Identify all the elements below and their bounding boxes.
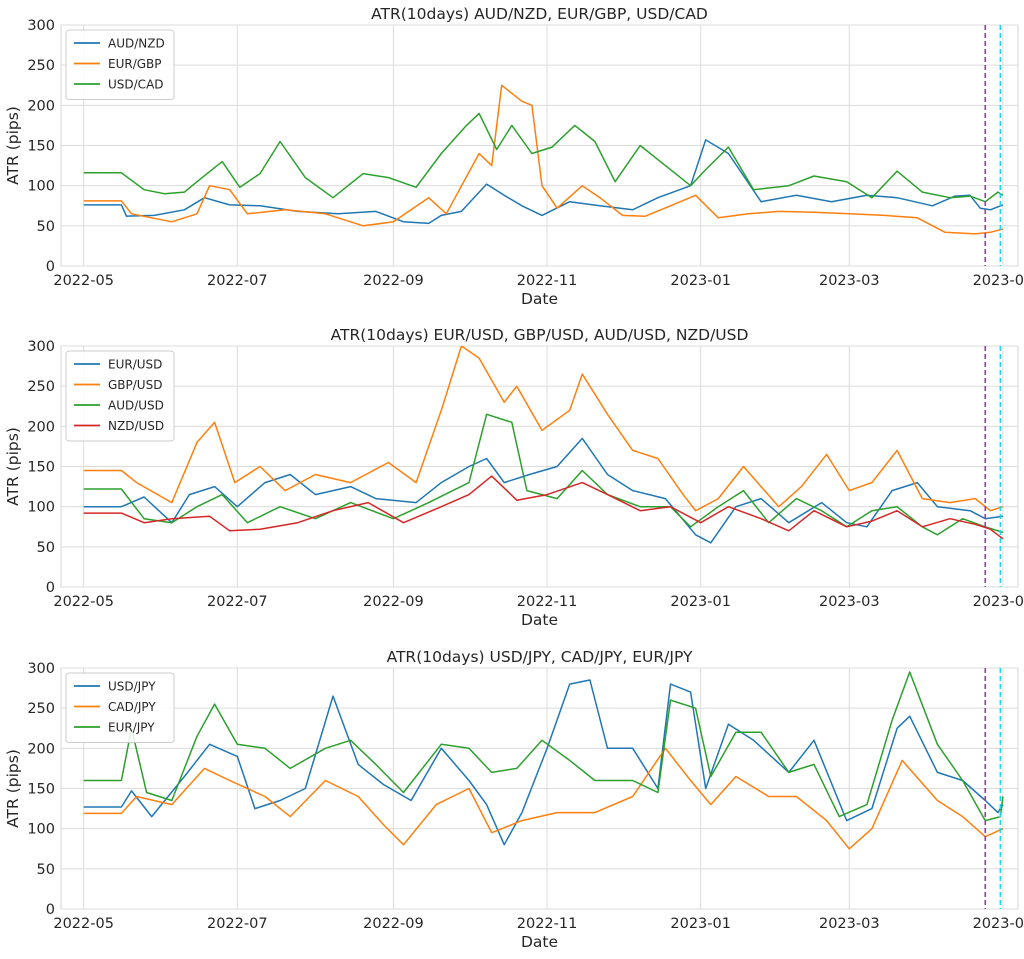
legend-label: AUD/USD [108,399,164,413]
series-line-eur-usd [83,437,1004,544]
x-tick-label: 2023-03 [819,916,880,932]
legend-box [65,350,175,442]
legend-label: AUD/NZD [108,37,165,51]
x-tick-label: 2022-11 [517,594,578,610]
legend: EUR/USD GBP/USD AUD/USD NZD/USD [65,350,175,442]
chart-panel-3: 0 50 100 150 200 250 300 2022-05 2022-07 2022-09 2… [4,648,1024,951]
y-tick-label: 100 [27,822,55,838]
legend-label: CAD/JPY [108,700,156,714]
y-tick-label: 150 [27,460,55,476]
y-tick-label: 50 [37,219,55,235]
series-line-gbp-usd [83,346,1004,512]
x-tick-label: 2022-05 [53,273,114,289]
y-tick-label: 300 [27,339,55,355]
series-line-usd-cad [83,112,1004,203]
legend: AUD/NZD EUR/GBP USD/CAD [65,29,175,100]
x-tick-label: 2022-09 [363,916,424,932]
y-tick-label: 150 [27,782,55,798]
legend-box [65,672,175,743]
x-tick-label: 2022-05 [53,916,114,932]
y-tick-label: 50 [37,862,55,878]
series-line-cad-jpy [83,747,1004,850]
x-tick-label: 2023-05 [973,273,1024,289]
y-tick-label: 0 [46,902,55,918]
x-tick-label: 2023-01 [670,273,731,289]
x-tick-label: 2023-03 [819,594,880,610]
x-tick-label: 2022-05 [53,594,114,610]
series-line-nzd-usd [83,475,1004,540]
series-line-aud-nzd [83,139,1004,225]
y-tick-label: 200 [27,741,55,757]
x-tick-label: 2023-01 [670,916,731,932]
chart-panel-1: 0 50 100 150 200 250 300 2022-05 2022-07 2022-09 2… [4,5,1024,308]
x-tick-label: 2022-11 [517,916,578,932]
series-group [83,346,1004,587]
chart-title: ATR(10days) EUR/USD, GBP/USD, AUD/USD, N… [331,326,749,344]
x-tick-label: 2022-07 [207,594,268,610]
y-tick-label: 200 [27,98,55,114]
y-tick-label: 250 [27,701,55,717]
x-tick-label: 2022-07 [207,273,268,289]
legend-label: GBP/USD [108,378,162,392]
y-tick-label: 0 [46,259,55,275]
x-tick-label: 2022-09 [363,594,424,610]
y-tick-label: 100 [27,500,55,516]
series-line-aud-usd [83,413,1004,536]
y-tick-label: 300 [27,18,55,34]
legend-label: EUR/JPY [108,721,155,735]
series-line-eur-gbp [83,84,1004,235]
x-axis-label: Date [521,933,558,951]
y-tick-label: 50 [37,540,55,556]
y-axis-label: ATR (pips) [4,749,22,828]
series-group [83,668,1004,909]
y-tick-label: 250 [27,58,55,74]
x-tick-label: 2022-11 [517,273,578,289]
x-tick-label: 2023-05 [973,916,1024,932]
series-group [83,25,1004,266]
legend-label: NZD/USD [108,419,164,433]
y-tick-label: 200 [27,419,55,435]
legend-label: EUR/USD [108,358,162,372]
legend: USD/JPY CAD/JPY EUR/JPY [65,672,175,743]
legend-label: USD/JPY [108,680,156,694]
x-tick-label: 2023-05 [973,594,1024,610]
chart-title: ATR(10days) AUD/NZD, EUR/GBP, USD/CAD [371,5,708,23]
x-tick-label: 2022-07 [207,916,268,932]
x-axis-label: Date [521,611,558,629]
y-tick-label: 300 [27,661,55,677]
legend-box [65,29,175,100]
y-tick-label: 150 [27,139,55,155]
x-tick-label: 2023-01 [670,594,731,610]
chart-title: ATR(10days) USD/JPY, CAD/JPY, EUR/JPY [387,648,693,666]
x-tick-label: 2023-03 [819,273,880,289]
y-tick-label: 0 [46,580,55,596]
y-axis-label: ATR (pips) [4,106,22,185]
series-line-eur-jpy [83,671,1004,822]
chart-panel-2: 0 50 100 150 200 250 300 2022-05 2022-07 2022-09 2… [4,326,1024,629]
x-tick-label: 2022-09 [363,273,424,289]
x-axis-label: Date [521,290,558,308]
y-tick-label: 250 [27,379,55,395]
series-line-usd-jpy [83,679,1004,846]
y-tick-label: 100 [27,179,55,195]
legend-label: EUR/GBP [108,57,162,71]
y-axis-label: ATR (pips) [4,427,22,506]
legend-label: USD/CAD [108,78,164,92]
